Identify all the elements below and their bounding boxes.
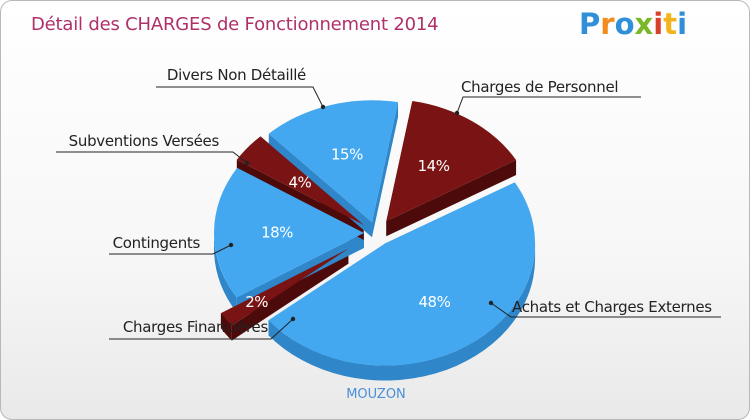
category-label-charges-de-personnel: Charges de Personnel [461,78,618,96]
pie-slice-achats-et-charges-externes [268,182,536,366]
pie-slice-divers-non-detaille [268,100,399,223]
leader-line-contingents [109,244,232,255]
pie-slice-edge-divers-non-detaille [371,102,399,238]
leader-line-subventions-versees [56,151,248,164]
pie-slice-subventions-versees [236,136,364,225]
leader-dot-charges-de-personnel [454,110,460,116]
leader-dot-charges-financieres [290,316,296,322]
leader-dot-achats-et-charges-externes [488,300,494,306]
pie-slice-edge-charges-de-personnel [386,160,517,237]
chart-title: Détail des CHARGES de Fonctionnement 201… [31,14,439,35]
percent-label-charges-financieres: 2% [245,293,268,311]
commune-name: MOUZON [346,387,406,402]
pie-slice-side-achats-et-charges-externes [268,243,536,381]
percent-label-contingents: 18% [261,224,293,242]
category-label-contingents: Contingents [113,234,201,252]
pie-slice-contingents [214,167,365,298]
leader-dot-contingents [228,242,234,248]
category-label-achats-et-charges-externes: Achats et Charges Externes [512,298,712,316]
leader-dot-divers-non-detaille [320,104,326,110]
percent-label-achats-et-charges-externes: 48% [418,293,450,311]
percent-label-subventions-versees: 4% [288,173,311,191]
leader-line-achats-et-charges-externes [490,302,721,318]
category-label-subventions-versees: Subventions Versées [69,132,220,150]
category-label-charges-financieres: Charges Financières [123,318,269,336]
pie-slice-side-contingents [214,232,237,313]
pie-slice-charges-de-personnel [386,101,517,222]
leader-dot-subventions-versees [244,160,250,166]
leader-line-charges-de-personnel [456,96,641,114]
pie-slice-charges-financieres [220,248,349,326]
percent-label-divers-non-detaille: 15% [331,146,363,164]
leader-line-charges-financieres [109,318,294,340]
leader-line-divers-non-detaille [156,86,324,108]
percent-label-charges-de-personnel: 14% [418,157,450,175]
proxiti-logo: Proxiti [579,7,688,41]
category-label-divers-non-detaille: Divers Non Détaillé [167,66,306,84]
